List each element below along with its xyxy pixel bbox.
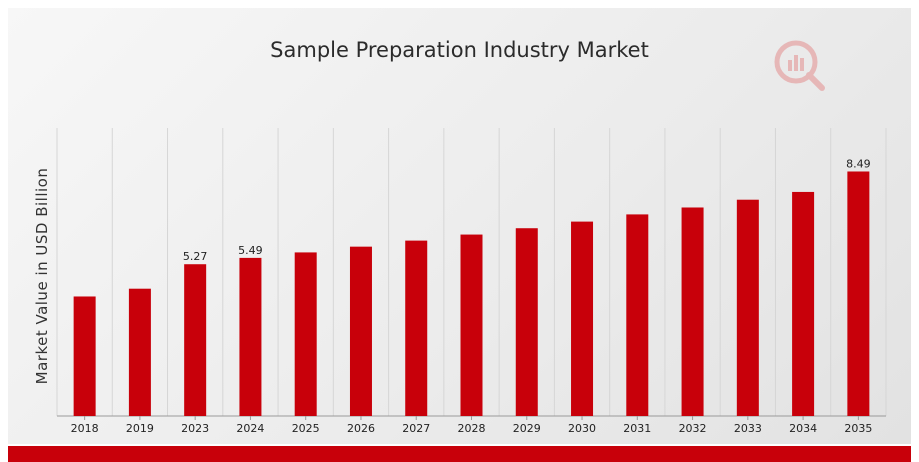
x-tick-label: 2031 xyxy=(623,422,651,435)
bar xyxy=(184,264,207,416)
data-label: 8.49 xyxy=(846,157,871,170)
bar xyxy=(239,257,262,416)
bar xyxy=(349,246,372,416)
x-tick-label: 2029 xyxy=(513,422,541,435)
bar xyxy=(847,171,870,416)
x-tick-label: 2026 xyxy=(347,422,375,435)
x-tick-label: 2034 xyxy=(789,422,817,435)
bar xyxy=(571,221,594,416)
bar xyxy=(515,228,538,416)
x-tick-label: 2024 xyxy=(236,422,264,435)
bar xyxy=(460,234,483,416)
brand-logo-icon xyxy=(774,40,825,91)
chart-panel: Sample Preparation Industry Market Marke… xyxy=(8,8,911,444)
bar xyxy=(294,252,317,416)
x-tick-label: 2018 xyxy=(71,422,99,435)
x-tick-label: 2032 xyxy=(679,422,707,435)
data-label: 5.49 xyxy=(238,244,263,257)
x-tick-label: 2033 xyxy=(734,422,762,435)
x-tick-label: 2028 xyxy=(458,422,486,435)
x-tick-label: 2030 xyxy=(568,422,596,435)
data-label: 5.27 xyxy=(183,250,208,263)
bar xyxy=(626,214,649,416)
x-tick-label: 2027 xyxy=(402,422,430,435)
bar xyxy=(73,296,96,416)
bar xyxy=(128,288,151,416)
chart-title: Sample Preparation Industry Market xyxy=(270,38,649,62)
bar xyxy=(792,191,815,416)
bar xyxy=(736,199,759,416)
footer-band xyxy=(8,446,911,462)
bar xyxy=(681,207,704,416)
x-tick-label: 2023 xyxy=(181,422,209,435)
x-tick-label: 2035 xyxy=(844,422,872,435)
bar xyxy=(405,240,428,416)
x-tick-label: 2025 xyxy=(292,422,320,435)
x-tick-label: 2019 xyxy=(126,422,154,435)
